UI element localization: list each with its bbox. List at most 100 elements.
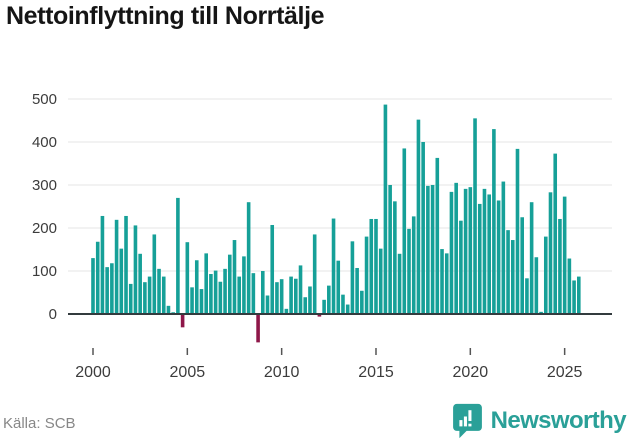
chart-svg: 0 100 200 300 400 500 2000 2005 2010 2015 2020 2025 xyxy=(32,91,612,381)
bar xyxy=(336,260,341,314)
bar xyxy=(194,260,199,314)
bar xyxy=(251,273,256,314)
bar xyxy=(110,263,114,314)
bar xyxy=(246,202,251,314)
bar xyxy=(529,202,534,314)
bar xyxy=(496,200,501,314)
bar xyxy=(388,185,392,314)
bar xyxy=(275,282,279,314)
bar xyxy=(407,228,411,314)
bar xyxy=(341,294,345,314)
bar xyxy=(397,253,402,314)
bar xyxy=(298,265,303,314)
bar xyxy=(124,215,128,314)
bar xyxy=(510,240,515,314)
bar xyxy=(421,142,425,314)
bar xyxy=(548,192,553,314)
bar xyxy=(468,187,473,314)
bar xyxy=(260,271,265,314)
bar xyxy=(515,148,520,314)
newsworthy-brand: Newsworthy xyxy=(452,403,627,439)
bar xyxy=(227,254,232,314)
bar-chart: 0 100 200 300 400 500 2000 2005 2010 2015 2020 2025 xyxy=(0,80,631,392)
bar xyxy=(463,188,468,314)
bar xyxy=(331,218,336,314)
bar xyxy=(360,290,364,314)
bar xyxy=(95,241,100,314)
y-tick-label: 300 xyxy=(32,177,57,194)
bar xyxy=(327,285,331,314)
bar xyxy=(435,157,440,314)
newsworthy-logo-icon xyxy=(452,403,482,439)
bar xyxy=(284,308,289,314)
bar xyxy=(289,276,293,314)
bar xyxy=(440,249,444,314)
bar xyxy=(345,304,350,314)
bar xyxy=(411,216,416,314)
bar xyxy=(487,194,491,314)
bar xyxy=(237,276,242,314)
bar xyxy=(539,311,543,314)
bar xyxy=(473,118,477,314)
bar xyxy=(567,258,572,314)
bar xyxy=(477,203,482,314)
bar xyxy=(303,297,308,314)
bar xyxy=(322,299,326,314)
bar xyxy=(444,253,449,314)
bar xyxy=(157,268,161,314)
x-tick-label: 2010 xyxy=(264,364,300,381)
bar xyxy=(204,253,208,314)
bar xyxy=(100,215,105,314)
bar xyxy=(402,148,407,314)
bar xyxy=(105,267,109,314)
bar xyxy=(133,225,138,314)
bar xyxy=(209,274,213,314)
bar xyxy=(312,234,317,314)
bar xyxy=(176,197,180,314)
bar xyxy=(393,201,397,314)
bar xyxy=(190,287,194,314)
bar xyxy=(350,241,355,314)
bar xyxy=(525,278,529,314)
bar xyxy=(213,270,218,314)
x-tick-label: 2000 xyxy=(75,364,111,381)
bar xyxy=(242,256,246,314)
bar xyxy=(562,196,567,314)
y-tick-label: 500 xyxy=(32,91,57,108)
bar xyxy=(279,279,284,314)
x-tick-label: 2015 xyxy=(358,364,394,381)
bar xyxy=(534,257,539,314)
bar xyxy=(449,191,454,314)
bar xyxy=(223,268,227,314)
newsworthy-logo-text: Newsworthy xyxy=(490,407,627,434)
y-tick-label: 200 xyxy=(32,220,57,237)
bar xyxy=(454,182,458,314)
bar xyxy=(459,220,463,314)
bar xyxy=(166,305,171,314)
bar xyxy=(492,129,496,314)
bar xyxy=(91,258,95,314)
bar xyxy=(482,188,487,314)
x-tick-label: 2020 xyxy=(453,364,489,381)
bar xyxy=(369,218,374,314)
bar xyxy=(426,185,430,314)
source-label: Källa: SCB xyxy=(3,415,76,432)
bar xyxy=(383,104,388,314)
bar xyxy=(430,185,435,314)
bar xyxy=(161,276,166,314)
bar xyxy=(364,236,369,314)
y-tick-label: 400 xyxy=(32,134,57,151)
bar xyxy=(520,217,524,314)
bar xyxy=(317,314,322,317)
bar xyxy=(355,267,359,314)
bar xyxy=(119,248,124,314)
bar xyxy=(572,280,576,314)
bar xyxy=(180,314,185,328)
bar xyxy=(506,230,510,314)
bar xyxy=(199,289,204,314)
x-tick-label: 2005 xyxy=(170,364,206,381)
x-tick-label: 2025 xyxy=(547,364,583,381)
bar xyxy=(138,253,142,314)
bar xyxy=(378,248,383,314)
